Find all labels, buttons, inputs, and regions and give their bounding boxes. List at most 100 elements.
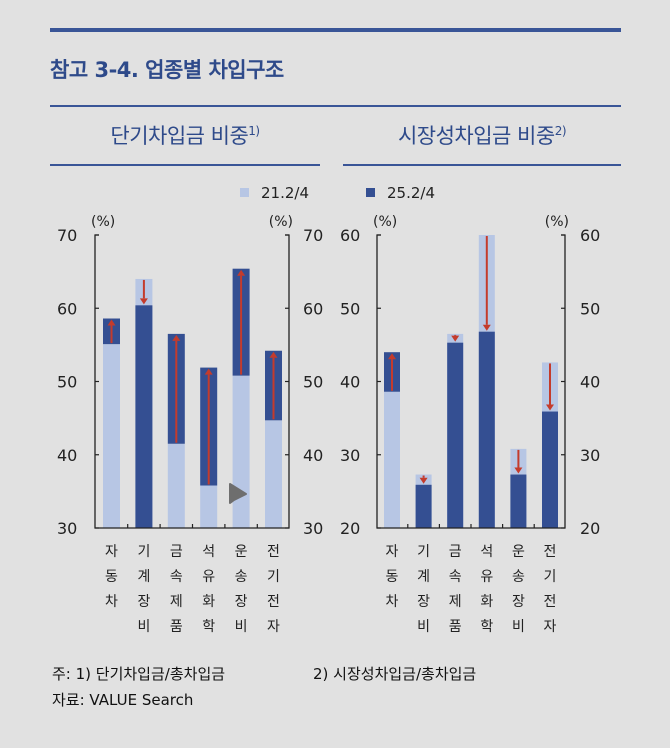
y-tick-label-left: 60 — [340, 226, 360, 245]
y-tick-label-left: 70 — [57, 226, 77, 245]
category-label-char: 속 — [449, 569, 462, 585]
arrow-down-icon — [139, 279, 148, 305]
category-label-char: 비 — [512, 619, 525, 635]
y-tick-label-left: 50 — [340, 299, 360, 318]
left-chart-title-text: 단기차입금 비중 — [110, 124, 249, 148]
category-label-char: 제 — [449, 594, 462, 610]
bar-25-2-4 — [478, 331, 495, 528]
arrow-down-icon — [419, 475, 428, 484]
bar-25-2-4 — [510, 474, 527, 528]
category-label-char: 유 — [480, 569, 493, 585]
note-1b: 2) 시장성차입금/총차입금 — [313, 665, 477, 683]
legend-item-1: 25.2/4 — [366, 184, 435, 202]
y-tick-label-right: 50 — [580, 299, 600, 318]
mouse-cursor-icon — [229, 483, 247, 504]
bar-21-2-4 — [232, 375, 250, 528]
category-label-char: 자 — [386, 544, 399, 560]
left-chart-title: 단기차입금 비중1) — [50, 120, 320, 150]
arrow-up-icon — [237, 269, 246, 375]
bar-25-2-4 — [415, 484, 432, 528]
category-label-char: 동 — [105, 569, 118, 585]
bar-21-2-4 — [265, 420, 282, 528]
category-label-char: 자 — [267, 619, 280, 635]
y-tick-label-right: 60 — [303, 299, 323, 318]
right-chart-title: 시장성차입금 비중2) — [343, 120, 621, 150]
header-rule — [50, 105, 621, 107]
y-tick-label-right: 50 — [303, 373, 323, 392]
category-label-char: 기 — [544, 569, 557, 585]
category-label-char: 화 — [202, 594, 215, 610]
category-label-char: 전 — [544, 594, 557, 610]
y-tick-label-right: 30 — [580, 446, 600, 465]
category-label-char: 송 — [512, 569, 525, 585]
category-label-char: 품 — [449, 619, 462, 635]
y-tick-label-left: 50 — [57, 373, 77, 392]
category-label-char: 장 — [512, 594, 525, 610]
arrow-down-icon — [514, 449, 523, 474]
note-1: 주: 1) 단기차입금/총차입금 — [52, 663, 225, 684]
axis-frame — [376, 234, 566, 529]
source-note: 자료: VALUE Search — [52, 689, 193, 710]
arrow-up-icon — [172, 334, 181, 443]
category-label-char: 운 — [235, 544, 248, 560]
category-label-char: 금 — [170, 544, 183, 560]
legend-swatch-light — [240, 188, 249, 197]
axis-frame — [94, 234, 290, 529]
arrow-up-icon — [269, 351, 278, 420]
arrow-down-icon — [451, 334, 460, 342]
top-rule — [50, 28, 621, 32]
category-label-char: 계 — [137, 569, 150, 585]
category-label-char: 속 — [170, 569, 183, 585]
arrow-down-icon — [546, 363, 554, 411]
y-tick-label-left: 40 — [57, 446, 77, 465]
unit-label-left: (%) — [373, 214, 397, 230]
bar-25-2-4 — [135, 305, 153, 528]
y-tick-label-left: 30 — [340, 446, 360, 465]
unit-label-right: (%) — [269, 214, 293, 230]
category-label-char: 동 — [386, 569, 399, 585]
y-tick-label-left: 30 — [57, 519, 77, 538]
category-label-char: 장 — [417, 594, 430, 610]
bar-21-2-4 — [103, 344, 120, 528]
y-tick-label-left: 40 — [340, 373, 360, 392]
bar-21-2-4 — [167, 443, 185, 528]
arrow-up-icon — [107, 319, 116, 344]
category-label-char: 학 — [480, 619, 493, 635]
category-label-char: 장 — [235, 594, 248, 610]
right-chart-title-sup: 2) — [554, 124, 567, 138]
category-label-char: 제 — [170, 594, 183, 610]
category-label-char: 장 — [137, 594, 150, 610]
legend-label-1: 25.2/4 — [387, 184, 435, 202]
category-label-char: 석 — [202, 544, 215, 560]
left-chart-title-sup: 1) — [248, 124, 260, 138]
arrow-up-icon — [388, 353, 396, 391]
arrow-down-icon — [482, 236, 491, 331]
category-label-char: 운 — [512, 544, 525, 560]
category-label-char: 자 — [544, 619, 557, 635]
y-tick-label-right: 40 — [580, 373, 600, 392]
legend-label-0: 21.2/4 — [261, 184, 309, 202]
bar-25-2-4 — [447, 342, 464, 528]
figure-title: 참고 3-4. 업종별 차입구조 — [50, 58, 284, 82]
right-title-rule — [343, 164, 621, 166]
category-label-char: 화 — [480, 594, 493, 610]
category-label-char: 비 — [235, 619, 248, 635]
y-tick-label-right: 70 — [303, 226, 323, 245]
right-chart-title-text: 시장성차입금 비중 — [397, 124, 555, 148]
category-label-char: 학 — [202, 619, 215, 635]
legend-swatch-dark — [366, 188, 375, 197]
note-1a: 주: 1) 단기차입금/총차입금 — [52, 665, 226, 683]
category-label-char: 차 — [386, 594, 399, 610]
category-label-char: 비 — [137, 619, 150, 635]
category-label-char: 비 — [417, 619, 430, 635]
arrow-up-icon — [204, 368, 213, 485]
y-tick-label-right: 20 — [580, 519, 600, 538]
category-label-char: 유 — [202, 569, 215, 585]
category-label-char: 금 — [449, 544, 462, 560]
category-label-char: 석 — [480, 544, 493, 560]
category-label-char: 송 — [235, 569, 248, 585]
category-label-char: 전 — [267, 594, 280, 610]
